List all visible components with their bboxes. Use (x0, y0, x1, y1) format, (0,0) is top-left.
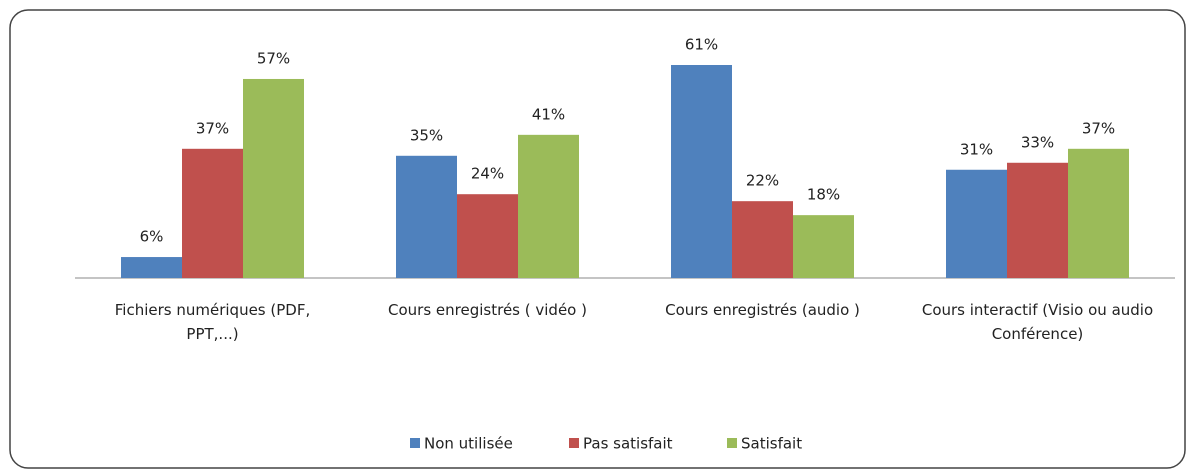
value-label: 6% (140, 228, 164, 246)
value-label: 33% (1021, 133, 1054, 151)
legend-label: Non utilisée (424, 435, 513, 453)
value-label: 18% (807, 186, 840, 204)
value-label: 37% (196, 119, 229, 137)
bar (671, 65, 732, 278)
x-tick-label: Cours enregistrés ( vidéo ) (388, 301, 587, 319)
bar (946, 169, 1007, 278)
bar (457, 194, 518, 278)
x-tick-label: Fichiers numériques (PDF, PPT,...) (114, 301, 311, 343)
value-label: 41% (532, 105, 565, 123)
value-label: 37% (1082, 119, 1115, 137)
bar (182, 148, 243, 278)
legend-swatch (727, 438, 737, 448)
bar (243, 78, 304, 278)
bar (732, 201, 793, 278)
value-label: 35% (410, 126, 443, 144)
legend-label: Satisfait (741, 435, 802, 453)
value-label: 61% (685, 36, 718, 54)
value-label: 24% (471, 165, 504, 183)
bar (396, 155, 457, 278)
bar (1068, 148, 1129, 278)
bar (121, 257, 182, 278)
legend-label: Pas satisfait (583, 435, 673, 453)
bar (1007, 162, 1068, 278)
legend-swatch (410, 438, 420, 448)
legend-swatch (569, 438, 579, 448)
value-label: 22% (746, 172, 779, 190)
value-label: 57% (257, 49, 290, 67)
x-tick-label: Cours interactif (Visio ou audio Confére… (921, 301, 1154, 343)
bar (518, 134, 579, 278)
bar (793, 215, 854, 278)
x-tick-label: Cours enregistrés (audio ) (665, 301, 860, 319)
value-label: 31% (960, 140, 993, 158)
